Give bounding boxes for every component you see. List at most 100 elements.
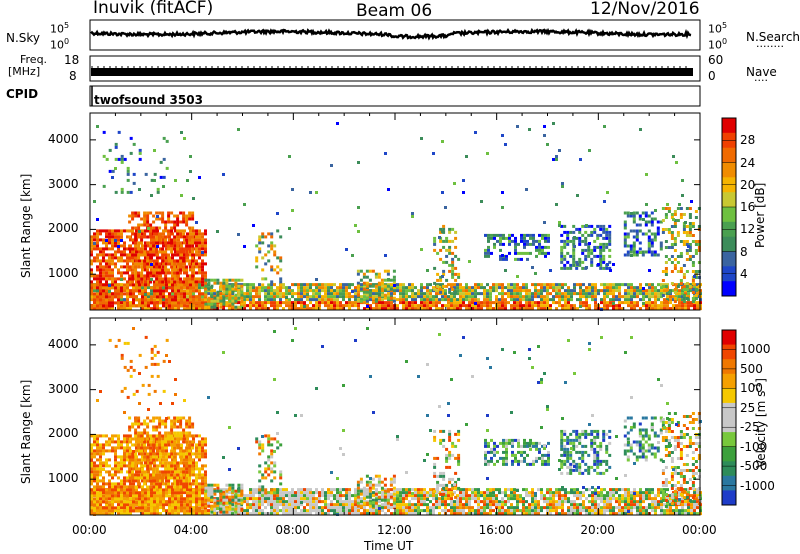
power-cell [675,307,678,311]
power-cell [441,307,444,311]
power-cell [161,214,165,218]
power-cell [588,295,591,299]
velocity-cell [360,512,363,516]
power-cell [255,301,258,305]
velocity-cell [486,506,489,510]
power-cell [165,283,168,287]
power-cell [534,283,537,287]
power-cell [111,280,114,284]
power-cell [147,295,150,299]
power-cell [579,301,582,305]
power-cell [696,286,699,290]
power-cell [626,235,630,239]
velocity-cell [381,494,384,498]
power-cell [429,301,432,305]
power-cell [339,292,342,296]
power-cell [513,304,516,308]
power-cell [531,283,534,287]
power-cell [126,235,129,239]
power-cell [207,281,211,285]
velocity-cell [252,488,255,492]
power-cell [471,286,474,290]
power-cell [540,289,543,293]
power-cell [176,220,180,224]
power-cell [213,292,216,296]
power-cell [99,304,102,308]
power-cell [183,229,186,233]
power-cell [195,283,198,287]
power-cell [596,236,600,240]
power-cell [134,268,138,272]
power-cell [162,157,166,161]
velocity-cell [258,506,261,510]
power-cell [672,304,675,308]
velocity-cell [540,488,543,492]
power-cell [285,289,288,293]
power-cell [570,304,573,308]
power-cell [563,230,567,234]
velocity-cell [351,509,354,513]
power-cell [659,241,663,245]
power-cell [180,253,183,257]
power-cell [180,298,183,302]
power-cell [615,298,618,302]
power-cell [270,232,274,236]
power-cell [327,307,330,311]
power-cell [131,217,135,221]
power-cell [189,232,192,236]
power-cell [264,262,268,266]
power-cell [219,287,223,291]
power-cell [632,247,636,251]
velocity-cell [387,488,390,492]
power-cell [374,299,378,303]
power-cell [99,289,102,293]
power-cell [529,233,532,237]
power-cell [176,262,180,266]
power-cell [673,300,677,303]
velocity-cell [117,512,120,516]
power-cell [576,283,579,287]
power-cell [102,277,105,281]
velocity-cell [471,512,474,516]
power-cell [384,254,387,257]
power-cell [603,292,606,296]
power-cell [359,299,363,303]
velocity-cell [330,494,333,498]
power-cell [405,286,408,290]
power-cell [678,298,681,302]
power-cell [563,224,567,228]
power-cell [594,286,597,290]
power-cell [445,239,449,243]
velocity-cell [525,500,528,504]
velocity-cell [198,503,201,507]
velocity-cell [186,506,189,510]
power-cell [396,307,399,311]
velocity-cell [561,509,564,513]
velocity-cell [183,512,186,516]
power-cell [585,304,588,308]
power-cell [603,283,606,287]
power-cell [365,293,369,297]
power-cell [188,262,192,266]
cpid-panel-frame [89,85,701,107]
velocity-cell [579,497,582,501]
power-cell [219,296,223,300]
power-cell [176,253,180,257]
power-cell [651,307,654,311]
velocity-cell [354,512,357,516]
power-cell [525,304,528,308]
power-cell [572,248,576,252]
velocity-cell [90,500,93,504]
power-cell [182,265,186,269]
power-cell [423,301,426,305]
power-cell [567,298,570,302]
power-cell [108,232,111,236]
power-cell [429,307,432,311]
power-cell [90,280,93,284]
power-cell [666,295,669,299]
power-cell [579,286,582,290]
power-cell [198,256,201,260]
power-cell [693,307,696,311]
velocity-cell [441,491,444,495]
power-cell [654,289,657,293]
